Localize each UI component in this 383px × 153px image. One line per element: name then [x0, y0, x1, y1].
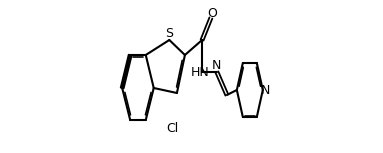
Text: Cl: Cl: [166, 121, 178, 134]
Text: O: O: [208, 7, 217, 20]
Text: N: N: [261, 84, 270, 97]
Text: N: N: [212, 59, 221, 72]
Text: S: S: [165, 27, 173, 40]
Text: HN: HN: [191, 65, 210, 78]
